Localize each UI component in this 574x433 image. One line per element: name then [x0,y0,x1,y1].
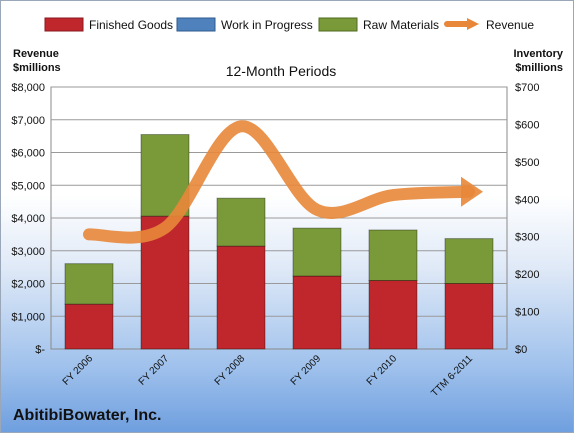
x-tick-label: FY 2008 [213,353,248,388]
revenue-arrowhead [461,176,483,207]
left-axis-title-line1: Revenue [13,48,59,60]
bar-finished-goods [368,280,418,350]
bar-finished-goods [292,275,342,350]
bar-raw-materials [368,229,418,282]
legend-label-work-in-progress: Work in Progress [221,18,313,32]
right-tick-label: $400 [515,194,539,206]
legend-swatch-work-in-progress [176,17,216,32]
left-tick-label: $7,000 [11,115,45,127]
bar-raw-materials [64,263,114,305]
bar-raw-materials [216,197,266,247]
x-axis-ticks: FY 2006 FY 2007 FY 2008 FY 2009 FY 2010 TTM 6… [61,353,476,399]
revenue-line-layer [83,120,483,244]
right-axis-title-line2: $millions [515,62,563,74]
bar-raw-materials [444,238,494,284]
bar-finished-goods [64,303,114,350]
left-tick-label: $8,000 [11,82,45,94]
x-tick-label: FY 2009 [289,353,324,388]
left-tick-label: $- [35,344,45,356]
legend-swatch-raw-materials [318,17,358,32]
left-tick-label: $6,000 [11,148,45,160]
right-tick-label: $100 [515,307,539,319]
bar-finished-goods [444,283,494,350]
left-tick-label: $2,000 [11,279,45,291]
left-tick-label: $3,000 [11,246,45,258]
x-tick-label: FY 2007 [137,353,172,388]
chart-title: 12-Month Periods [226,63,337,79]
x-tick-label: TTM 6-2011 [429,353,475,399]
left-tick-label: $5,000 [11,180,45,192]
left-tick-label: $4,000 [11,213,45,225]
right-tick-label: $300 [515,232,539,244]
gridlines [51,86,507,317]
right-tick-label: $600 [515,119,539,131]
right-tick-label: $0 [515,344,527,356]
right-axis-ticks: $0 $100 $200 $300 $400 $500 $600 $700 [515,82,539,356]
right-axis-title-line1: Inventory [513,48,563,60]
left-tick-label: $1,000 [11,311,45,323]
legend-arrow-revenue [467,18,479,30]
left-axis-title-line2: $millions [13,62,61,74]
legend-label-raw-materials: Raw Materials [363,18,439,32]
x-tick-label: FY 2010 [365,353,400,388]
legend: Finished Goods Work in Progress Raw Mate… [44,17,534,32]
bars [64,134,494,350]
x-tick-label: FY 2006 [61,353,96,388]
right-tick-label: $700 [515,82,539,94]
legend-label-revenue: Revenue [486,18,534,32]
company-name: AbitibiBowater, Inc. [13,407,161,424]
right-tick-label: $500 [515,157,539,169]
legend-swatch-finished-goods [44,17,84,32]
right-tick-label: $200 [515,269,539,281]
left-axis-ticks: $- $1,000 $2,000 $3,000 $4,000 $5,000 $6,000 $7… [11,82,45,356]
bar-raw-materials [292,227,342,277]
bar-finished-goods [216,245,266,350]
legend-label-finished-goods: Finished Goods [89,18,173,32]
